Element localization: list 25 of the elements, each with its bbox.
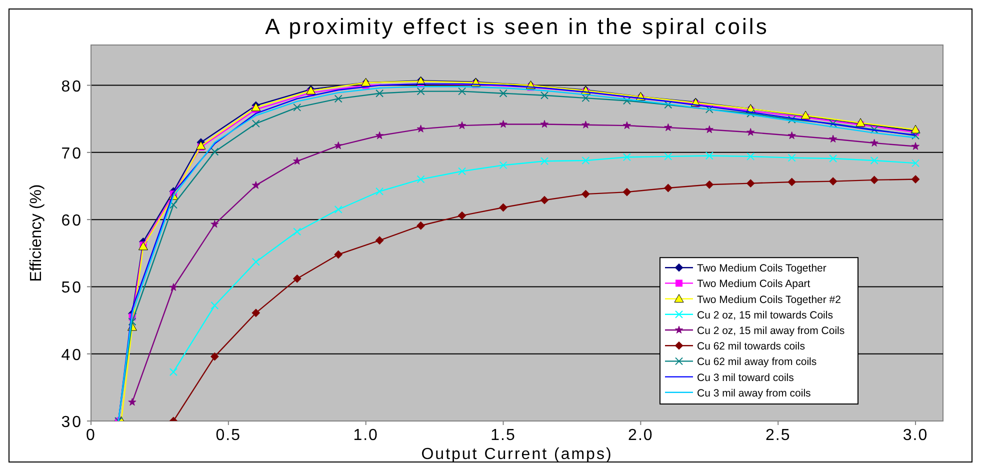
legend-label: Cu 62 mil away from coils: [697, 356, 817, 368]
legend-label: Two Medium Coils Together: [697, 262, 827, 275]
y-tick-label: 50: [61, 280, 83, 297]
x-tick-label: 0.5: [216, 427, 242, 444]
chart-title: A proximity effect is seen in the spiral coils: [265, 14, 769, 39]
y-tick-label: 80: [61, 78, 83, 96]
legend-label: Cu 2 oz, 15 mil away from Coils: [697, 325, 845, 337]
x-tick-label: 1.5: [490, 427, 516, 444]
y-tick-label: 40: [61, 346, 83, 364]
x-tick-label: 2.0: [628, 427, 654, 444]
legend-label: Cu 62 mil towards coils: [697, 340, 805, 353]
y-tick-label: 70: [61, 145, 83, 162]
x-tick-label: 1.0: [353, 427, 378, 444]
legend-label: Cu 3 mil away from coils: [697, 387, 811, 400]
legend-label: Two Medium Coils Together #2: [697, 294, 842, 306]
x-tick-label: 0: [86, 427, 96, 444]
y-axis-title: Efficiency (%): [28, 184, 45, 282]
y-tick-label: 60: [61, 212, 83, 230]
legend-label: Cu 2 oz, 15 mil towards Coils: [697, 309, 833, 322]
y-tick-label: 30: [61, 414, 83, 431]
legend-label: Two Medium Coils Apart: [697, 278, 810, 290]
x-tick-label: 3.0: [902, 427, 928, 444]
x-tick-label: 2.5: [765, 427, 791, 444]
legend-label: Cu 3 mil toward coils: [697, 372, 794, 384]
x-axis-title: Output Current (amps): [421, 446, 613, 463]
